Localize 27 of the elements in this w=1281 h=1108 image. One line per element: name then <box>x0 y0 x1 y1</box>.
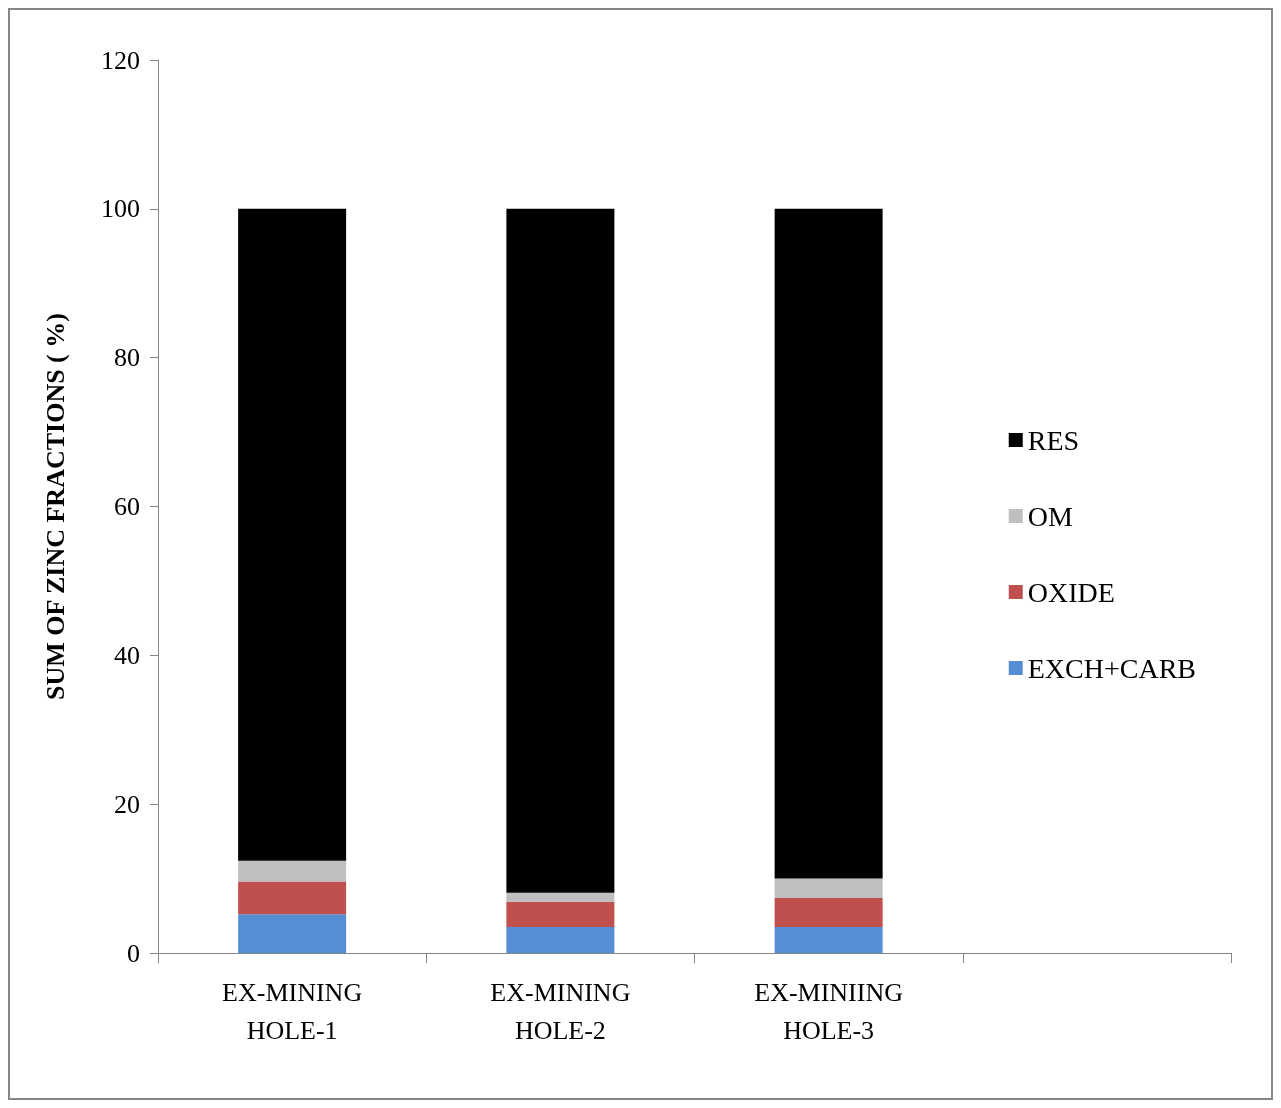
bar <box>506 208 615 893</box>
bar <box>238 881 347 915</box>
legend-label: OM <box>1027 500 1073 532</box>
x-tick-label: EX-MINING HOLE-2 <box>490 977 631 1045</box>
legend-label: OXIDE <box>1027 576 1115 608</box>
bar <box>506 892 615 902</box>
x-tick-label: EX-MINIING HOLE-3 <box>754 977 903 1045</box>
bar <box>506 926 615 953</box>
bar <box>774 926 883 953</box>
y-tick-label: 120 <box>101 45 140 75</box>
bar <box>238 914 347 953</box>
bar <box>506 901 615 927</box>
bar <box>238 208 347 861</box>
y-tick-label: 100 <box>101 194 140 224</box>
y-tick-label: 60 <box>114 492 140 521</box>
bar <box>774 878 883 898</box>
legend-label: RES <box>1027 424 1080 456</box>
y-tick-label: 80 <box>114 343 140 373</box>
y-tick-label: 40 <box>114 640 140 670</box>
bar <box>774 897 883 927</box>
x-tick-label: EX-MINING HOLE-1 <box>222 977 363 1045</box>
y-tick-label: 0 <box>127 938 140 968</box>
bar <box>774 208 883 879</box>
legend-label: EXCH+CARB <box>1027 652 1197 684</box>
bar <box>238 860 347 882</box>
y-tick-label: 20 <box>114 789 140 819</box>
y-axis-title: SUM OF ZINC FRACTIONS ( %) <box>40 313 70 700</box>
